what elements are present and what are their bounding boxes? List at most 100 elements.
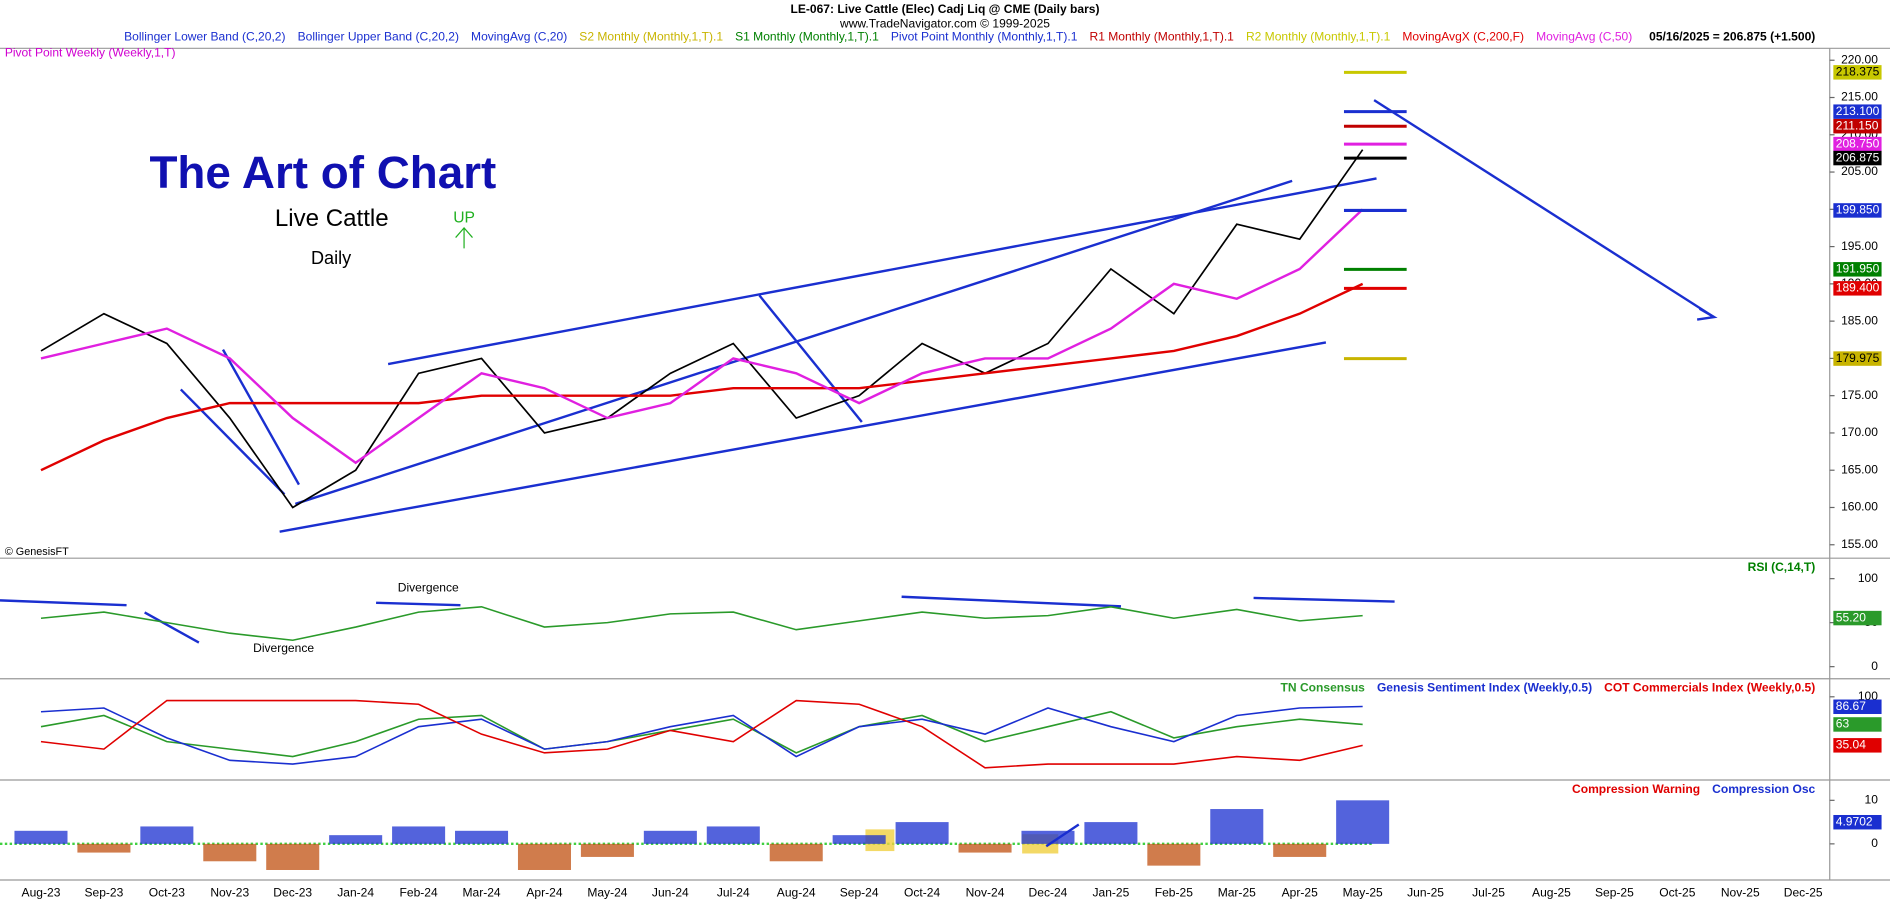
level-box <box>1833 610 1882 626</box>
bar <box>832 835 886 844</box>
y-tick-label: 205.00 <box>1841 164 1878 178</box>
arrow-head <box>1696 307 1718 321</box>
legend-entry: Bollinger Upper Band (C,20,2) <box>298 30 459 44</box>
bar <box>517 843 571 870</box>
level-label: 86.67 <box>1836 699 1866 713</box>
bar <box>266 843 320 870</box>
series-line <box>40 208 1364 465</box>
legend-entry: TN Consensus <box>1281 681 1366 695</box>
level-label: 189.400 <box>1836 281 1880 295</box>
x-tick-label: Oct-23 <box>149 885 185 899</box>
x-tick-label: Mar-24 <box>462 885 500 899</box>
market: Live Cattle <box>275 205 389 232</box>
x-tick-label: Sep-23 <box>84 885 123 899</box>
level-box <box>1833 717 1882 732</box>
x-tick-label: Mar-25 <box>1218 885 1256 899</box>
level-label: 179.975 <box>1836 351 1880 365</box>
x-tick-label: Dec-23 <box>273 885 312 899</box>
x-tick-label: Jun-24 <box>652 885 689 899</box>
trendline <box>1373 99 1715 319</box>
y-tick-label: 0 <box>1871 659 1878 673</box>
legend-entry: Bollinger Lower Band (C,20,2) <box>124 30 285 44</box>
x-tick-label: Nov-23 <box>210 885 249 899</box>
bar <box>1210 809 1264 844</box>
bar <box>1336 800 1390 844</box>
legend-entry: MovingAvgX (C,200,F) <box>1402 30 1524 44</box>
signal: UP <box>453 209 475 226</box>
bar <box>706 826 760 844</box>
bar <box>958 843 1012 853</box>
level-label: 211.150 <box>1836 118 1879 132</box>
x-tick-label: Oct-24 <box>904 885 940 899</box>
trendline <box>144 611 200 644</box>
y-tick-label: 0 <box>1871 836 1878 850</box>
bar <box>643 830 697 844</box>
series-line <box>40 606 1363 642</box>
y-tick-label: 160.00 <box>1841 500 1878 514</box>
legend-entry: Pivot Point Weekly (Weekly,1,T) <box>5 45 176 59</box>
x-tick-label: Nov-24 <box>966 885 1005 899</box>
trendline <box>179 388 286 496</box>
level-label: 213.100 <box>1836 104 1880 118</box>
series-line <box>40 282 1364 472</box>
x-tick-label: Aug-23 <box>22 885 61 899</box>
legend-entry: Compression Osc <box>1712 782 1815 796</box>
x-tick-label: Feb-25 <box>1155 885 1193 899</box>
level-box <box>1833 351 1882 366</box>
x-tick-label: Sep-25 <box>1595 885 1634 899</box>
x-tick-label: Oct-25 <box>1659 885 1695 899</box>
bar <box>77 843 131 853</box>
x-tick-label: Jun-25 <box>1407 885 1444 899</box>
level-box <box>1833 738 1882 753</box>
trendline <box>901 595 1122 608</box>
x-tick-label: Apr-24 <box>526 885 562 899</box>
level-box <box>1833 814 1882 830</box>
level-label: 208.750 <box>1836 136 1880 150</box>
level-label: 191.950 <box>1836 262 1880 276</box>
series-line <box>40 149 1364 509</box>
y-tick-label: 10 <box>1865 793 1879 807</box>
level-box <box>1833 118 1882 134</box>
legend-entry: COT Commercials Index (Weekly,0.5) <box>1604 681 1815 695</box>
legend-entry: R2 Monthly (Monthly,1,T).1 <box>1246 30 1391 44</box>
x-tick-label: May-25 <box>1343 885 1383 899</box>
x-tick-label: Feb-24 <box>400 885 438 899</box>
bar <box>1084 822 1138 844</box>
bar <box>1021 830 1075 844</box>
x-tick-label: Jul-25 <box>1472 885 1505 899</box>
level-box <box>1833 699 1882 714</box>
legend-entry: Genesis Sentiment Index (Weekly,0.5) <box>1377 681 1592 695</box>
y-tick-label: 195.00 <box>1841 239 1878 253</box>
x-tick-label: Jan-24 <box>337 885 374 899</box>
level-label: 218.375 <box>1836 65 1880 79</box>
trendline <box>1253 596 1395 603</box>
last-price: 05/16/2025 = 206.875 (+1.500) <box>1649 30 1815 44</box>
bar <box>329 835 383 844</box>
bar <box>769 843 823 862</box>
annotation: Divergence <box>253 641 314 655</box>
trendline <box>294 179 1293 506</box>
trendline <box>221 349 300 486</box>
x-tick-label: Aug-24 <box>777 885 816 899</box>
x-tick-label: Nov-25 <box>1721 885 1760 899</box>
x-tick-label: Jul-24 <box>717 885 750 899</box>
trendline <box>0 599 127 607</box>
level-box <box>1833 65 1882 80</box>
legend-entry: MovingAvg (C,20) <box>471 30 567 44</box>
legend-entry: Pivot Point Monthly (Monthly,1,T).1 <box>891 30 1078 44</box>
x-tick-label: Apr-25 <box>1282 885 1318 899</box>
legend-entry: R1 Monthly (Monthly,1,T).1 <box>1090 30 1235 44</box>
y-tick-label: 220.00 <box>1841 52 1878 66</box>
x-tick-label: Sep-24 <box>840 885 879 899</box>
legend-entry: S2 Monthly (Monthly,1,T).1 <box>579 30 723 44</box>
x-tick-label: Aug-25 <box>1532 885 1571 899</box>
series-line <box>40 710 1363 758</box>
bar <box>203 843 257 862</box>
bar <box>455 830 509 844</box>
bar <box>14 830 68 844</box>
legend-entry: MovingAvg (C,50) <box>1536 30 1632 44</box>
legend-entry: RSI (C,14,T) <box>1748 560 1816 574</box>
